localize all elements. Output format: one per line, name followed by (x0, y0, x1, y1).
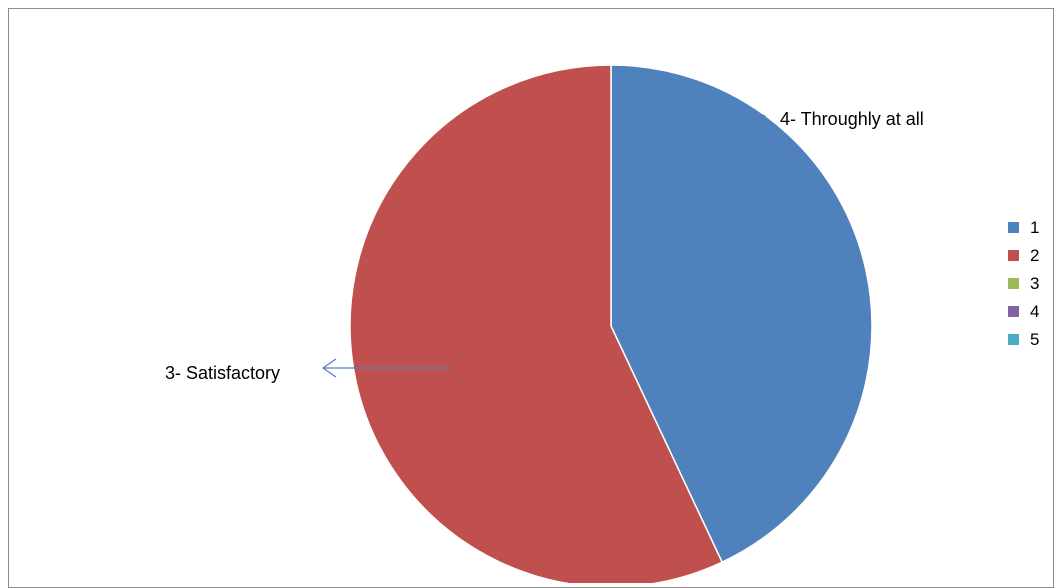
legend-swatch-3 (1008, 278, 1019, 289)
legend-label-4: 4 (1030, 302, 1039, 321)
pie-slice-2 (349, 64, 724, 583)
legend-label-5: 5 (1030, 330, 1039, 349)
annotations: 4- Throughly at all 3- Satisfactory (165, 109, 924, 383)
legend-swatch-2 (1008, 250, 1019, 261)
annotation-label-1: 4- Throughly at all (780, 109, 924, 129)
legend-swatch-4 (1008, 306, 1019, 317)
annotation-arrowhead-1 (754, 111, 766, 126)
annotation-arrowhead-2 (321, 358, 337, 378)
legend-label-3: 3 (1030, 274, 1039, 293)
annotation-leader-line-1 (681, 115, 766, 171)
legend-swatch-1 (1008, 222, 1019, 233)
pie-slices (349, 64, 873, 583)
legend-label-2: 2 (1030, 246, 1039, 265)
legend: 1 2 3 4 5 (1008, 218, 1039, 349)
legend-label-1: 1 (1030, 218, 1039, 237)
pie-slice-1 (610, 64, 873, 564)
legend-swatch-5 (1008, 334, 1019, 345)
annotation-label-2: 3- Satisfactory (165, 363, 280, 383)
